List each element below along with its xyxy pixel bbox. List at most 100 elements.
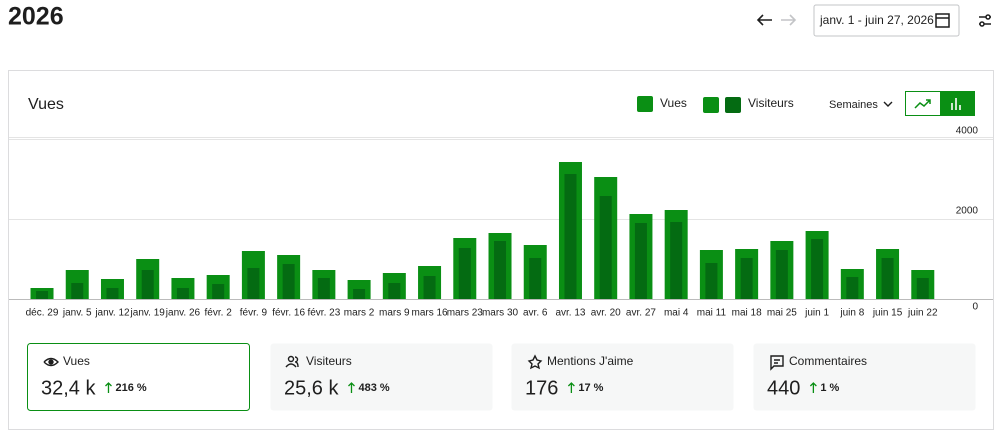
head <box>287 355 295 363</box>
stat-label: Mentions J'aime <box>547 354 634 368</box>
x-tick-label: janv. 5 <box>62 308 92 319</box>
bar <box>705 263 718 299</box>
chevron <box>883 101 893 107</box>
x-tick-label: mars 2 <box>344 308 375 319</box>
x-tick-label: janv. 12 <box>94 308 130 319</box>
bar <box>740 258 753 299</box>
x-tick-label: mai 18 <box>732 308 762 319</box>
stat-card[interactable] <box>27 343 250 411</box>
stat-value: 32,4 k <box>41 377 96 399</box>
stat-card[interactable] <box>511 343 734 411</box>
x-tick-label: janv. 26 <box>165 308 201 319</box>
stat-value: 176 <box>525 377 558 399</box>
chart-title: Vues <box>28 96 64 113</box>
next-arrow[interactable] <box>781 14 797 26</box>
x-tick-label: févr. 9 <box>240 308 268 319</box>
body <box>285 356 299 368</box>
bar <box>176 288 189 299</box>
stat-change: 216 % <box>115 382 146 394</box>
stat-icon <box>285 355 299 368</box>
legend-swatch <box>725 97 741 113</box>
date-picker[interactable] <box>813 4 960 37</box>
x-tick-label: avr. 6 <box>523 308 548 319</box>
bar <box>458 248 471 299</box>
x-tick-label: juin 15 <box>872 308 903 319</box>
legend-label: Vues <box>660 96 687 110</box>
x-tick-label: janv. 19 <box>130 308 166 319</box>
bar <box>282 264 295 299</box>
x-tick-label: mars 9 <box>379 308 410 319</box>
bar <box>71 283 84 299</box>
stat-icon <box>527 354 543 370</box>
stat-change: 1 % <box>820 382 839 394</box>
x-tick-label: avr. 20 <box>591 308 621 319</box>
up-arrow <box>348 382 355 393</box>
stat-value: 25,6 k <box>284 377 339 399</box>
calendar-icon <box>935 13 950 28</box>
x-tick-label: févr. 2 <box>205 308 233 319</box>
star <box>527 354 543 370</box>
bar <box>317 278 330 299</box>
y-tick-label: 0 <box>972 302 978 313</box>
page-title: 2026 <box>8 3 64 31</box>
bar <box>881 258 894 299</box>
line-icon <box>914 99 931 109</box>
stat-label: Visiteurs <box>306 354 352 368</box>
stat-icon <box>43 357 59 367</box>
bar <box>247 268 260 299</box>
stat-label: Vues <box>63 354 90 368</box>
x-tick-label: févr. 16 <box>272 308 305 319</box>
line-toggle[interactable] <box>905 91 941 116</box>
bar <box>36 291 49 299</box>
bar <box>388 283 401 299</box>
bar <box>670 222 683 299</box>
x-tick-label: mars 30 <box>482 308 519 319</box>
up-arrow <box>567 382 575 393</box>
stat-change: 17 % <box>578 382 603 394</box>
bar <box>423 276 436 299</box>
date-range: janv. 1 - juin 27, 2026 <box>819 13 934 27</box>
eye <box>43 357 59 367</box>
bar <box>529 258 542 299</box>
bar <box>106 288 119 299</box>
bar <box>141 270 154 299</box>
bar <box>494 241 507 299</box>
x-tick-label: mai 4 <box>664 308 689 319</box>
stat-card[interactable] <box>270 343 493 411</box>
bar <box>916 278 929 299</box>
legend-label: Visiteurs <box>748 96 794 110</box>
up-arrow <box>105 382 112 393</box>
x-tick-label: déc. 29 <box>26 308 59 319</box>
stat-label: Commentaires <box>789 354 867 368</box>
bar <box>846 277 859 299</box>
bar <box>775 250 788 299</box>
x-tick-label: févr. 23 <box>307 308 340 319</box>
x-tick-label: avr. 27 <box>626 308 656 319</box>
x-tick-label: juin 22 <box>907 308 938 319</box>
x-tick-label: mars 16 <box>411 308 448 319</box>
bar <box>634 223 647 299</box>
y-tick-label: 4000 <box>956 126 979 137</box>
up-arrow <box>809 382 817 393</box>
bar <box>564 174 577 299</box>
prev-arrow[interactable] <box>756 14 772 26</box>
bar <box>212 284 225 299</box>
x-tick-label: mai 11 <box>697 308 727 319</box>
legend-swatch <box>637 96 653 112</box>
legend-swatch <box>703 97 719 113</box>
stat-card[interactable] <box>753 343 976 411</box>
bar <box>811 239 824 299</box>
bar <box>353 289 366 299</box>
x-tick-label: juin 1 <box>804 308 829 319</box>
settings-icon[interactable] <box>979 14 991 27</box>
bar-toggle[interactable] <box>940 91 975 116</box>
period-select[interactable]: Semaines <box>829 99 878 111</box>
stat-change: 483 % <box>358 382 389 394</box>
x-tick-label: avr. 13 <box>555 308 585 319</box>
y-tick-label: 2000 <box>956 206 979 217</box>
stat-icon <box>770 355 784 371</box>
bar-icon <box>951 98 961 110</box>
pupil <box>48 359 54 365</box>
x-tick-label: mai 25 <box>767 308 797 319</box>
